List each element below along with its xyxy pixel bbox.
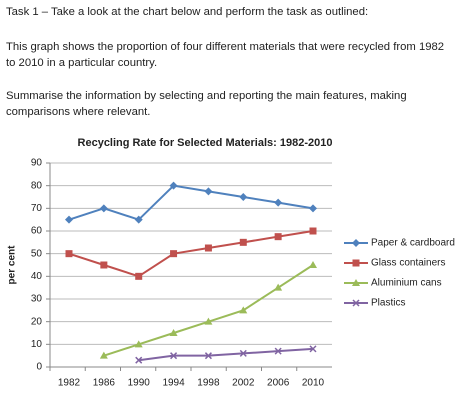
marker: [239, 193, 248, 201]
marker: [309, 261, 317, 268]
marker: [239, 238, 247, 246]
x-tick-label: 2006: [267, 378, 290, 389]
y-tick-label: 60: [31, 226, 43, 237]
legend-label: Plastics: [371, 298, 405, 309]
marker: [204, 187, 213, 196]
marker: [309, 204, 317, 213]
marker: [169, 181, 178, 190]
x-tick-label: 1998: [197, 378, 220, 389]
x-tick-label: 1994: [162, 378, 185, 389]
marker: [309, 345, 317, 353]
y-tick-label: 90: [31, 158, 43, 169]
marker: [204, 317, 213, 325]
marker: [309, 227, 317, 235]
marker: [274, 347, 282, 355]
marker: [65, 215, 73, 224]
marker: [134, 340, 143, 348]
chart-title: Recycling Rate for Selected Materials: 1…: [78, 137, 333, 149]
legend-label: Paper & cardboard: [371, 238, 455, 249]
x-tick-label: 1986: [93, 378, 116, 389]
marker: [134, 215, 143, 224]
y-axis-label: per cent: [7, 245, 18, 285]
marker: [352, 259, 360, 267]
x-tick-label: 1990: [128, 378, 151, 389]
marker: [99, 204, 108, 213]
marker: [169, 329, 178, 336]
legend-label: Glass containers: [371, 258, 445, 269]
marker: [239, 306, 248, 314]
marker: [100, 261, 108, 269]
chart: Recycling Rate for Selected Materials: 1…: [7, 137, 455, 389]
marker: [204, 352, 212, 360]
marker: [352, 239, 360, 247]
marker: [135, 272, 143, 280]
marker: [352, 279, 360, 286]
x-tick-label: 2010: [302, 378, 325, 389]
y-tick-label: 50: [31, 248, 43, 259]
marker: [204, 244, 212, 252]
marker: [274, 198, 283, 207]
series-line: [68, 184, 314, 221]
marker: [352, 299, 360, 307]
marker: [99, 351, 108, 359]
x-tick-label: 2002: [232, 378, 255, 389]
y-tick-label: 40: [31, 271, 43, 282]
marker: [170, 352, 178, 360]
marker: [239, 349, 247, 357]
paragraph: Summarise the information by selecting a…: [6, 90, 407, 118]
marker: [170, 250, 178, 258]
marker: [135, 356, 143, 364]
x-tick-label: 1982: [58, 378, 81, 389]
y-tick-label: 80: [31, 180, 43, 191]
y-tick-label: 0: [36, 362, 42, 373]
marker: [65, 250, 73, 258]
marker: [274, 233, 282, 241]
y-tick-label: 20: [31, 316, 43, 327]
y-tick-label: 30: [31, 294, 43, 305]
series-line: [138, 347, 314, 362]
marker: [274, 283, 283, 291]
task-heading: Task 1 – Take a look at the chart below …: [6, 6, 369, 18]
y-tick-label: 10: [31, 339, 43, 350]
legend-label: Aluminium cans: [371, 278, 442, 289]
y-tick-label: 70: [31, 203, 43, 214]
paragraph: This graph shows the proportion of four …: [6, 41, 445, 69]
series-line: [68, 230, 314, 278]
